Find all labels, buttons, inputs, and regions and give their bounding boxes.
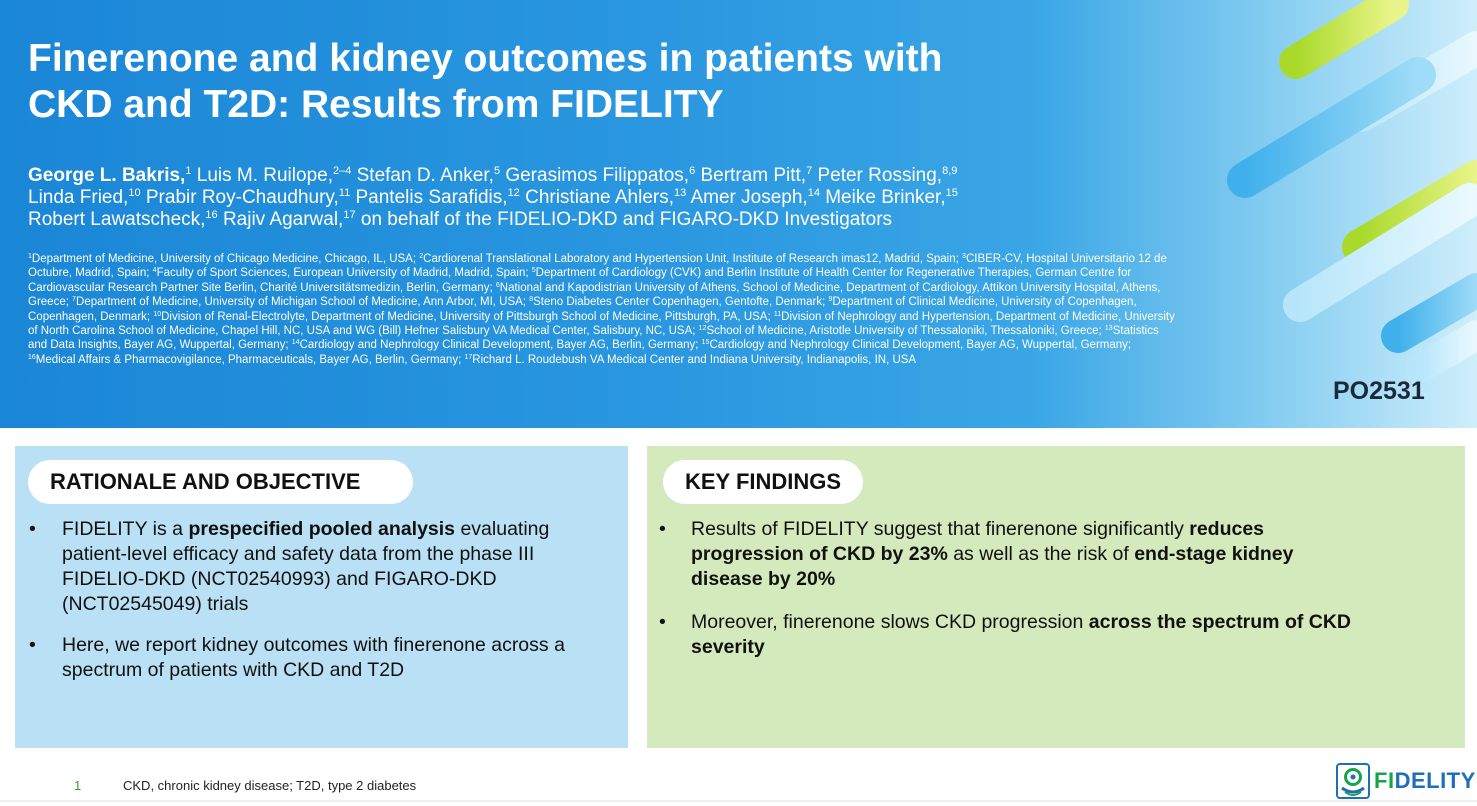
page-number: 1 [74, 778, 82, 793]
bullet-emphasis: end-stage kidney disease by 20% [691, 543, 1294, 590]
rationale-panel: RATIONALE AND OBJECTIVE FIDELITY is a pr… [15, 446, 628, 748]
logo-rest: DELITY [1394, 768, 1476, 793]
key-finding-bullet: Moreover, finerenone slows CKD progressi… [659, 610, 1359, 660]
author-affiliation-number: 13 [674, 187, 687, 199]
author-affiliation-number: 2–4 [332, 165, 352, 177]
affiliation-text: Statistics and Data Insights, Bayer AG, … [28, 325, 1159, 352]
rationale-bullet: FIDELITY is a prespecified pooled analys… [29, 517, 609, 617]
author-affiliation-number: 1 [185, 165, 192, 177]
author-list: George L. Bakris,1 Luis M. Ruilope,2–4 S… [28, 165, 1138, 231]
poster-title: Finerenone and kidney outcomes in patien… [28, 36, 1148, 128]
affiliation-text: CIBER-CV, Hospital Universitario 12 de O… [28, 253, 1167, 280]
affiliation-text: Division of Nephrology and Hypertension,… [28, 310, 1175, 338]
affiliations: 1Department of Medicine, University of C… [28, 252, 1178, 367]
key-findings-panel: KEY FINDINGS Results of FIDELITY suggest… [647, 446, 1465, 748]
bullet-text: evaluating patient-level efficacy and sa… [62, 518, 550, 615]
author-name: Prabir Roy-Chaudhury, [140, 187, 339, 208]
affiliation-text: Cardiology and Nephrology Clinical Devel… [709, 339, 1132, 352]
author-name: George L. Bakris, [28, 165, 186, 186]
affiliation-number: 9 [828, 296, 833, 304]
affiliation-number: 7 [72, 296, 77, 304]
affiliation-text: Richard L. Roudebush VA Medical Center a… [472, 353, 917, 366]
affiliation-number: 14 [291, 339, 300, 347]
author-affiliation-number: 7 [806, 165, 813, 177]
bullet-text: Here, we report kidney outcomes with fin… [62, 634, 565, 681]
bullet-text: Results of FIDELITY suggest that fineren… [691, 518, 1190, 540]
affiliation-text: School of Medicine, Aristotle University… [706, 325, 1105, 338]
rationale-heading: RATIONALE AND OBJECTIVE [28, 460, 413, 504]
affiliation-text: Cardiology and Nephrology Clinical Devel… [299, 339, 702, 352]
affiliation-number: 3 [962, 253, 966, 260]
author-name: Luis M. Ruilope, [191, 165, 333, 186]
author-name: Stefan D. Anker, [351, 165, 494, 186]
affiliation-number: 8 [529, 296, 534, 304]
title-line-2: CKD and T2D: Results from FIDELITY [28, 83, 724, 126]
bullet-emphasis: reduces progression of CKD by 23% [691, 518, 1265, 565]
author-affiliation-number: 6 [689, 165, 696, 177]
affiliation-text: Department of Medicine, University of Mi… [76, 296, 530, 309]
rationale-bullet-list: FIDELITY is a prespecified pooled analys… [29, 517, 609, 699]
author-name: Amer Joseph, [686, 187, 808, 208]
author-name: Gerasimos Filippatos, [500, 165, 690, 186]
key-findings-bullet-list: Results of FIDELITY suggest that fineren… [659, 517, 1359, 678]
affiliation-number: 17 [464, 353, 473, 361]
author-affiliation-number: 12 [507, 187, 520, 199]
affiliation-number: 10 [153, 310, 162, 318]
author-affiliation-number: 15 [945, 187, 958, 199]
author-name: Meike Brinker, [819, 187, 946, 208]
key-findings-heading: KEY FINDINGS [663, 460, 864, 504]
author-affiliation-number: 8,9 [942, 165, 958, 177]
title-line-1: Finerenone and kidney outcomes in patien… [28, 37, 943, 80]
bullet-text: FIDELITY is a [62, 518, 189, 540]
author-name: Linda Fried, [28, 187, 129, 208]
fidelity-logo-text: FIDELITY [1374, 768, 1476, 794]
affiliation-number: 16 [28, 353, 36, 361]
author-name: Robert Lawatscheck, [28, 209, 206, 230]
author-name: Bertram Pitt, [695, 165, 807, 186]
affiliation-number: 6 [495, 281, 500, 289]
author-name: Peter Rossing, [812, 165, 943, 186]
decorative-capsules [1227, 0, 1477, 383]
rationale-bullet: Here, we report kidney outcomes with fin… [29, 633, 609, 683]
affiliation-text: Department of Cardiology (CVK) and Berli… [28, 267, 1132, 294]
bullet-text: Moreover, finerenone slows CKD progressi… [691, 611, 1089, 633]
poster-header: Finerenone and kidney outcomes in patien… [0, 0, 1477, 428]
affiliation-text: Department of Clinical Medicine, Univers… [28, 296, 1137, 323]
author-affiliation-number: 11 [338, 187, 351, 199]
author-name: Rajiv Agarwal, [217, 209, 344, 230]
fidelity-logo: FIDELITY [1336, 763, 1476, 799]
affiliation-text: Faculty of Sport Sciences, European Univ… [156, 267, 532, 280]
affiliation-number: 13 [1104, 325, 1113, 333]
author-name: Pantelis Sarafidis, [350, 187, 508, 208]
affiliation-number: 2 [419, 253, 424, 260]
affiliation-text: Division of Renal-Electrolyte, Departmen… [161, 310, 774, 323]
abbreviations-footnote: CKD, chronic kidney disease; T2D, type 2… [123, 778, 417, 793]
author-name: on behalf of the FIDELIO-DKD and FIGARO-… [355, 209, 893, 230]
logo-fi: FI [1374, 768, 1395, 793]
affiliation-text: Medical Affairs & Pharmacovigilance, Pha… [35, 353, 465, 366]
author-name: Christiane Ahlers, [519, 187, 674, 208]
poster-id: PO2531 [1333, 377, 1425, 405]
author-affiliation-number: 14 [807, 187, 820, 199]
affiliation-text: Department of Medicine, University of Ch… [31, 253, 420, 265]
affiliation-number: 12 [698, 325, 707, 333]
author-affiliation-number: 16 [205, 209, 218, 221]
fidelity-logo-icon [1336, 763, 1370, 799]
affiliation-text: Steno Diabetes Center Copenhagen, Gentof… [533, 296, 829, 309]
affiliation-number: 15 [701, 339, 710, 347]
author-affiliation-number: 17 [343, 209, 356, 221]
bullet-emphasis: prespecified pooled analysis [188, 518, 456, 540]
affiliation-number: 5 [531, 267, 536, 275]
key-finding-bullet: Results of FIDELITY suggest that fineren… [659, 517, 1359, 592]
affiliation-number: 1 [28, 253, 32, 260]
affiliation-number: 11 [773, 310, 782, 318]
affiliation-text: National and Kapodistrian University of … [28, 281, 1161, 309]
bullet-emphasis: across the spectrum of CKD severity [691, 611, 1352, 658]
affiliation-number: 4 [152, 267, 157, 275]
bottom-divider [0, 800, 1477, 802]
affiliation-text: Cardiorenal Translational Laboratory and… [423, 253, 963, 265]
author-affiliation-number: 10 [128, 187, 141, 199]
bullet-text: as well as the risk of [947, 543, 1135, 565]
author-affiliation-number: 5 [493, 165, 501, 177]
